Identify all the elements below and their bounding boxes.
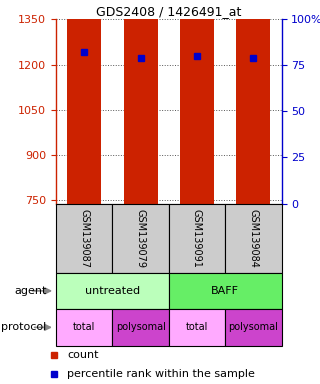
Title: GDS2408 / 1426491_at: GDS2408 / 1426491_at	[96, 5, 242, 18]
Bar	[180, 0, 214, 204]
Text: GSM139091: GSM139091	[192, 209, 202, 268]
Bar	[56, 204, 112, 273]
Text: polysomal: polysomal	[116, 322, 165, 333]
Text: total: total	[186, 322, 208, 333]
Text: GSM139084: GSM139084	[248, 209, 259, 268]
Bar	[112, 204, 169, 273]
Bar	[124, 0, 157, 204]
Text: polysomal: polysomal	[228, 322, 278, 333]
Text: count: count	[67, 350, 99, 360]
Text: agent: agent	[14, 286, 46, 296]
Bar	[169, 273, 282, 309]
Bar	[67, 0, 101, 204]
Bar	[236, 0, 270, 204]
Bar	[56, 273, 169, 309]
Text: GSM139087: GSM139087	[79, 209, 89, 268]
Text: GSM139079: GSM139079	[136, 209, 146, 268]
Bar	[56, 309, 112, 346]
Text: total: total	[73, 322, 95, 333]
Bar	[225, 309, 282, 346]
Text: protocol: protocol	[1, 322, 46, 333]
Text: BAFF: BAFF	[211, 286, 239, 296]
Bar	[112, 309, 169, 346]
Text: percentile rank within the sample: percentile rank within the sample	[67, 369, 255, 379]
Bar	[169, 309, 225, 346]
Text: untreated: untreated	[85, 286, 140, 296]
Bar	[225, 204, 282, 273]
Bar	[169, 204, 225, 273]
